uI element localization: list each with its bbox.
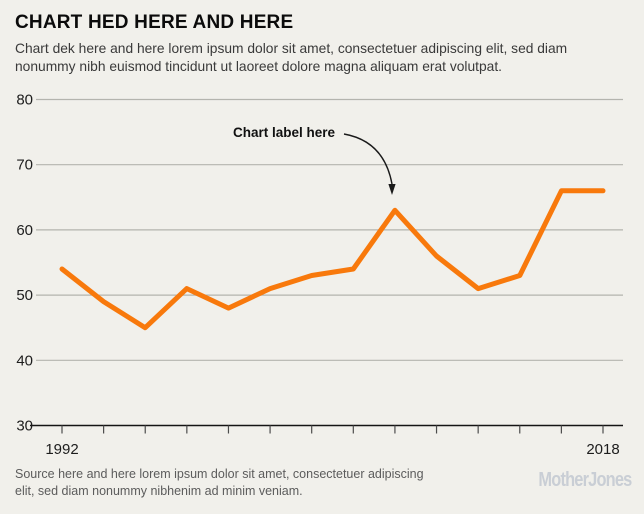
motherjones-logo: MotherJones	[537, 469, 632, 491]
y-tick-label: 30	[16, 418, 33, 435]
y-tick-label: 40	[16, 352, 33, 369]
y-tick-label: 50	[16, 287, 33, 304]
x-tick-label: 1992	[45, 441, 78, 458]
source-note: Source here and here lorem ipsum dolor s…	[15, 467, 424, 499]
y-tick-label: 70	[16, 157, 33, 174]
x-tick-label: 2018	[586, 441, 619, 458]
chart-dek: Chart dek here and here lorem ipsum dolo…	[15, 41, 568, 75]
data-line	[59, 188, 606, 331]
annotation-arrowhead-icon	[388, 184, 396, 195]
chart-title: CHART HED HERE AND HERE	[15, 12, 294, 33]
annotation-arrow	[343, 133, 393, 185]
y-tick-label: 60	[16, 222, 33, 239]
chart-annotation-label: Chart label here	[233, 125, 336, 140]
y-tick-label: 80	[16, 92, 33, 109]
